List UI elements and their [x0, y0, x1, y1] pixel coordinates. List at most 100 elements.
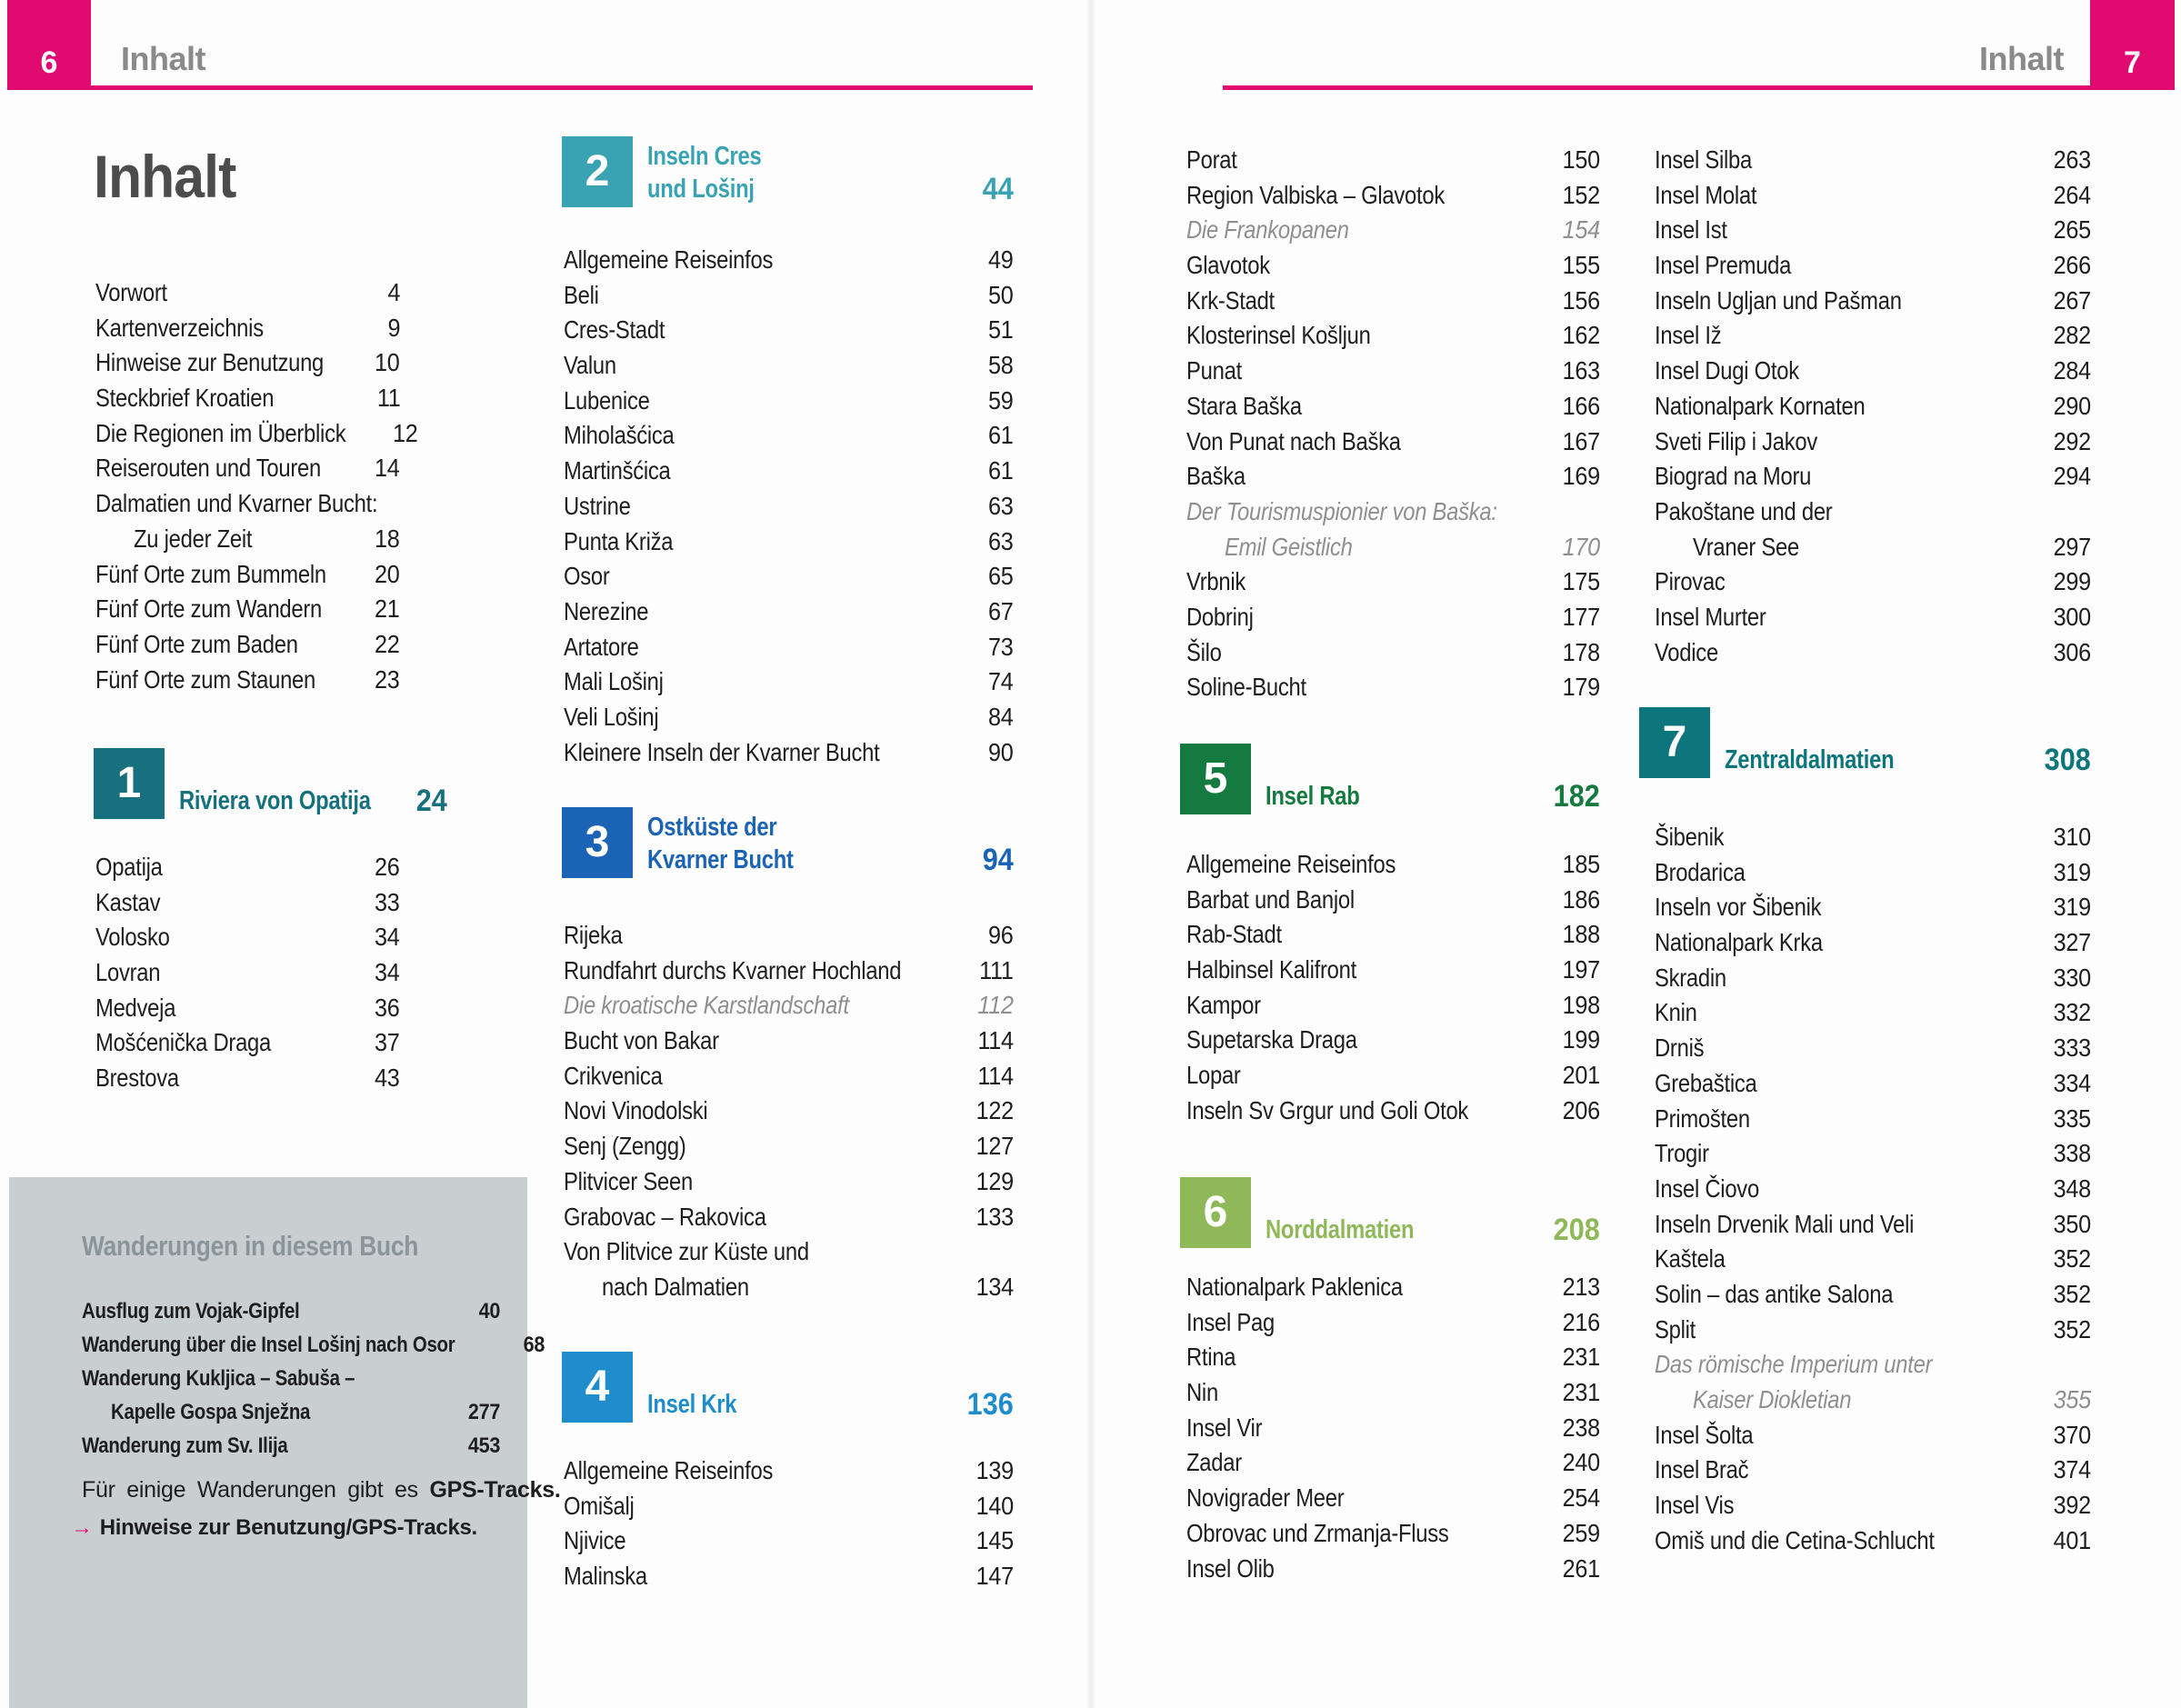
toc-row: Novigrader Meer 254	[1186, 1483, 1600, 1519]
toc-row-label: Solin – das antike Salona	[1655, 1279, 1894, 1308]
section-number-box: 1	[94, 748, 165, 819]
toc-row-label: Die Regionen im Überblick	[95, 418, 346, 447]
toc-row-page: 352	[2053, 1244, 2092, 1274]
toc-row-label: Cres-Stadt	[564, 315, 665, 345]
toc-row-page: 355	[2053, 1385, 2092, 1413]
toc-row: Solin – das antike Salona 352	[1655, 1280, 2091, 1315]
toc-row-page: 294	[2053, 462, 2092, 491]
toc-row-label: Von Punat nach Baška	[1186, 426, 1401, 455]
page-number-box-right: 7	[2090, 0, 2175, 89]
toc-row: Obrovac und Zrmanja-Fluss 259	[1186, 1519, 1600, 1554]
hike-link-text: Hinweise zur Benutzung/GPS-Tracks.	[99, 1515, 478, 1540]
section-page-number: 182	[1553, 779, 1600, 814]
toc-row-label: Pirovac	[1655, 567, 1726, 596]
section-number: 2	[585, 147, 610, 195]
toc-row-page: 177	[1562, 602, 1601, 631]
toc-row: Drniš 333	[1655, 1034, 2091, 1069]
toc-row-label: Punta Križa	[564, 526, 674, 555]
section-title: Ostküste der Kvarner Bucht	[647, 811, 825, 878]
toc-row-label: Senj (Zengg)	[564, 1132, 686, 1161]
toc-rows-block: Šibenik 310 Brodarica 319 Inseln vor Šibenik…	[1655, 823, 2091, 1561]
toc-row-page: 22	[375, 629, 401, 658]
toc-row: Trogir 338	[1655, 1139, 2091, 1174]
toc-row: Barbat und Banjol 186	[1186, 885, 1600, 921]
toc-row-label: Nerezine	[564, 596, 649, 625]
toc-row: Senj (Zengg) 127	[564, 1132, 1014, 1167]
section-number: 4	[585, 1363, 610, 1411]
toc-row: Stara Baška 166	[1186, 392, 1600, 427]
toc-row: Insel Dugi Otok 284	[1655, 356, 2091, 392]
toc-row: Fünf Orte zum Staunen 23	[95, 665, 400, 701]
toc-row-label: Nationalpark Kornaten	[1655, 391, 1866, 420]
section-title-line: Ostküste der	[647, 813, 777, 842]
toc-row: Vraner See 297	[1655, 533, 2091, 568]
toc-row-label: Emil Geistlich	[1225, 532, 1353, 561]
toc-row: Crikvenica 114	[564, 1062, 1014, 1097]
toc-row-page: 18	[375, 524, 401, 553]
toc-row-label: Insel Premuda	[1655, 251, 1792, 280]
section-page-number: 24	[415, 784, 447, 818]
toc-row: Glavotok 155	[1186, 251, 1600, 286]
toc-row: Steckbrief Kroatien 11	[95, 384, 400, 419]
section-number: 7	[1662, 718, 1687, 766]
toc-row-label: Wanderung über die Insel Lošinj nach Oso…	[82, 1333, 455, 1357]
toc-row: Mošćenička Draga 37	[95, 1028, 400, 1064]
toc-row: Šibenik 310	[1655, 823, 2091, 858]
toc-row-page: 147	[975, 1562, 1015, 1591]
toc-row-page: 290	[2053, 391, 2092, 420]
toc-row-label: Pakoštane und der	[1655, 496, 1833, 525]
toc-row-page: 162	[1562, 321, 1601, 350]
toc-row-page: 186	[1562, 884, 1601, 914]
toc-row-page: 300	[2053, 602, 2092, 631]
toc-row: Plitvicer Seen 129	[564, 1167, 1014, 1203]
toc-row: Die kroatische Karstlandschaft 112	[564, 991, 1014, 1026]
toc-row-label: Dobrinj	[1186, 602, 1254, 631]
toc-row-label: Martinšćica	[564, 456, 671, 485]
toc-row-label: Die kroatische Karstlandschaft	[564, 991, 849, 1020]
toc-row: Lovran 34	[95, 958, 400, 994]
toc-row-label: Steckbrief Kroatien	[95, 384, 275, 413]
toc-row: Kleinere Inseln der Kvarner Bucht 90	[564, 738, 1014, 774]
toc-row: Primošten 335	[1655, 1104, 2091, 1140]
toc-row-label: Kleinere Inseln der Kvarner Bucht	[564, 737, 880, 766]
toc-row-page: 90	[988, 737, 1015, 766]
toc-row: Kastav 33	[95, 888, 400, 924]
section-header: 3 Ostküste der Kvarner Bucht 94	[562, 807, 1014, 878]
toc-row-page: 129	[975, 1166, 1015, 1195]
toc-row-page: 163	[1562, 356, 1601, 385]
toc-row-label: Lopar	[1186, 1061, 1241, 1090]
toc-row-label: Vrbnik	[1186, 567, 1246, 596]
toc-row-page: 23	[375, 664, 401, 694]
toc-row: Sveti Filip i Jakov 292	[1655, 427, 2091, 463]
toc-row-page: 264	[2053, 180, 2092, 209]
toc-row-page: 150	[1562, 145, 1601, 174]
toc-row-label: Opatija	[95, 853, 163, 881]
toc-row-page: 167	[1562, 426, 1601, 455]
toc-rows-block: Allgemeine Reiseinfos 185 Barbat und Banjo…	[1186, 850, 1600, 1132]
toc-row: Kapelle Gospa Snježna 277	[82, 1400, 500, 1433]
toc-row-page: 74	[988, 667, 1015, 696]
toc-row-label: Kaštela	[1655, 1244, 1726, 1274]
toc-row-page: 392	[2053, 1491, 2092, 1520]
toc-row: Insel Šolta 370	[1655, 1421, 2091, 1456]
toc-rows-block: Nationalpark Paklenica 213 Insel Pag 216 Rti…	[1186, 1273, 1600, 1589]
toc-row-label: Insel Olib	[1186, 1553, 1275, 1583]
section-title: Zentraldalmatien	[1725, 744, 1931, 778]
toc-row-label: Insel Ist	[1655, 215, 1727, 245]
page-number-left: 6	[40, 45, 58, 80]
toc-row-page: 179	[1562, 673, 1601, 702]
section-header: 6 Norddalmatien 208	[1180, 1177, 1600, 1248]
toc-row-label: Ausflug zum Vojak-Gipfel	[82, 1299, 300, 1323]
toc-row: Zu jeder Zeit 18	[95, 524, 400, 560]
toc-rows-block: Allgemeine Reiseinfos 139 Omišalj 140 Njivic…	[564, 1456, 1014, 1597]
toc-row-label: Nationalpark Paklenica	[1186, 1273, 1403, 1301]
toc-row: Inseln vor Šibenik 319	[1655, 893, 2091, 928]
toc-row: Inseln Ugljan und Pašman 267	[1655, 286, 2091, 322]
toc-row: Von Plitvice zur Küste und	[564, 1237, 1014, 1273]
toc-row-page: 65	[988, 562, 1015, 591]
toc-row-page: 198	[1562, 990, 1601, 1019]
running-header-left: Inhalt	[121, 40, 206, 77]
toc-row-label: Hinweise zur Benutzung	[95, 348, 325, 377]
toc-row-label: Insel Čiovo	[1655, 1174, 1759, 1203]
toc-row-page: 63	[988, 491, 1015, 520]
